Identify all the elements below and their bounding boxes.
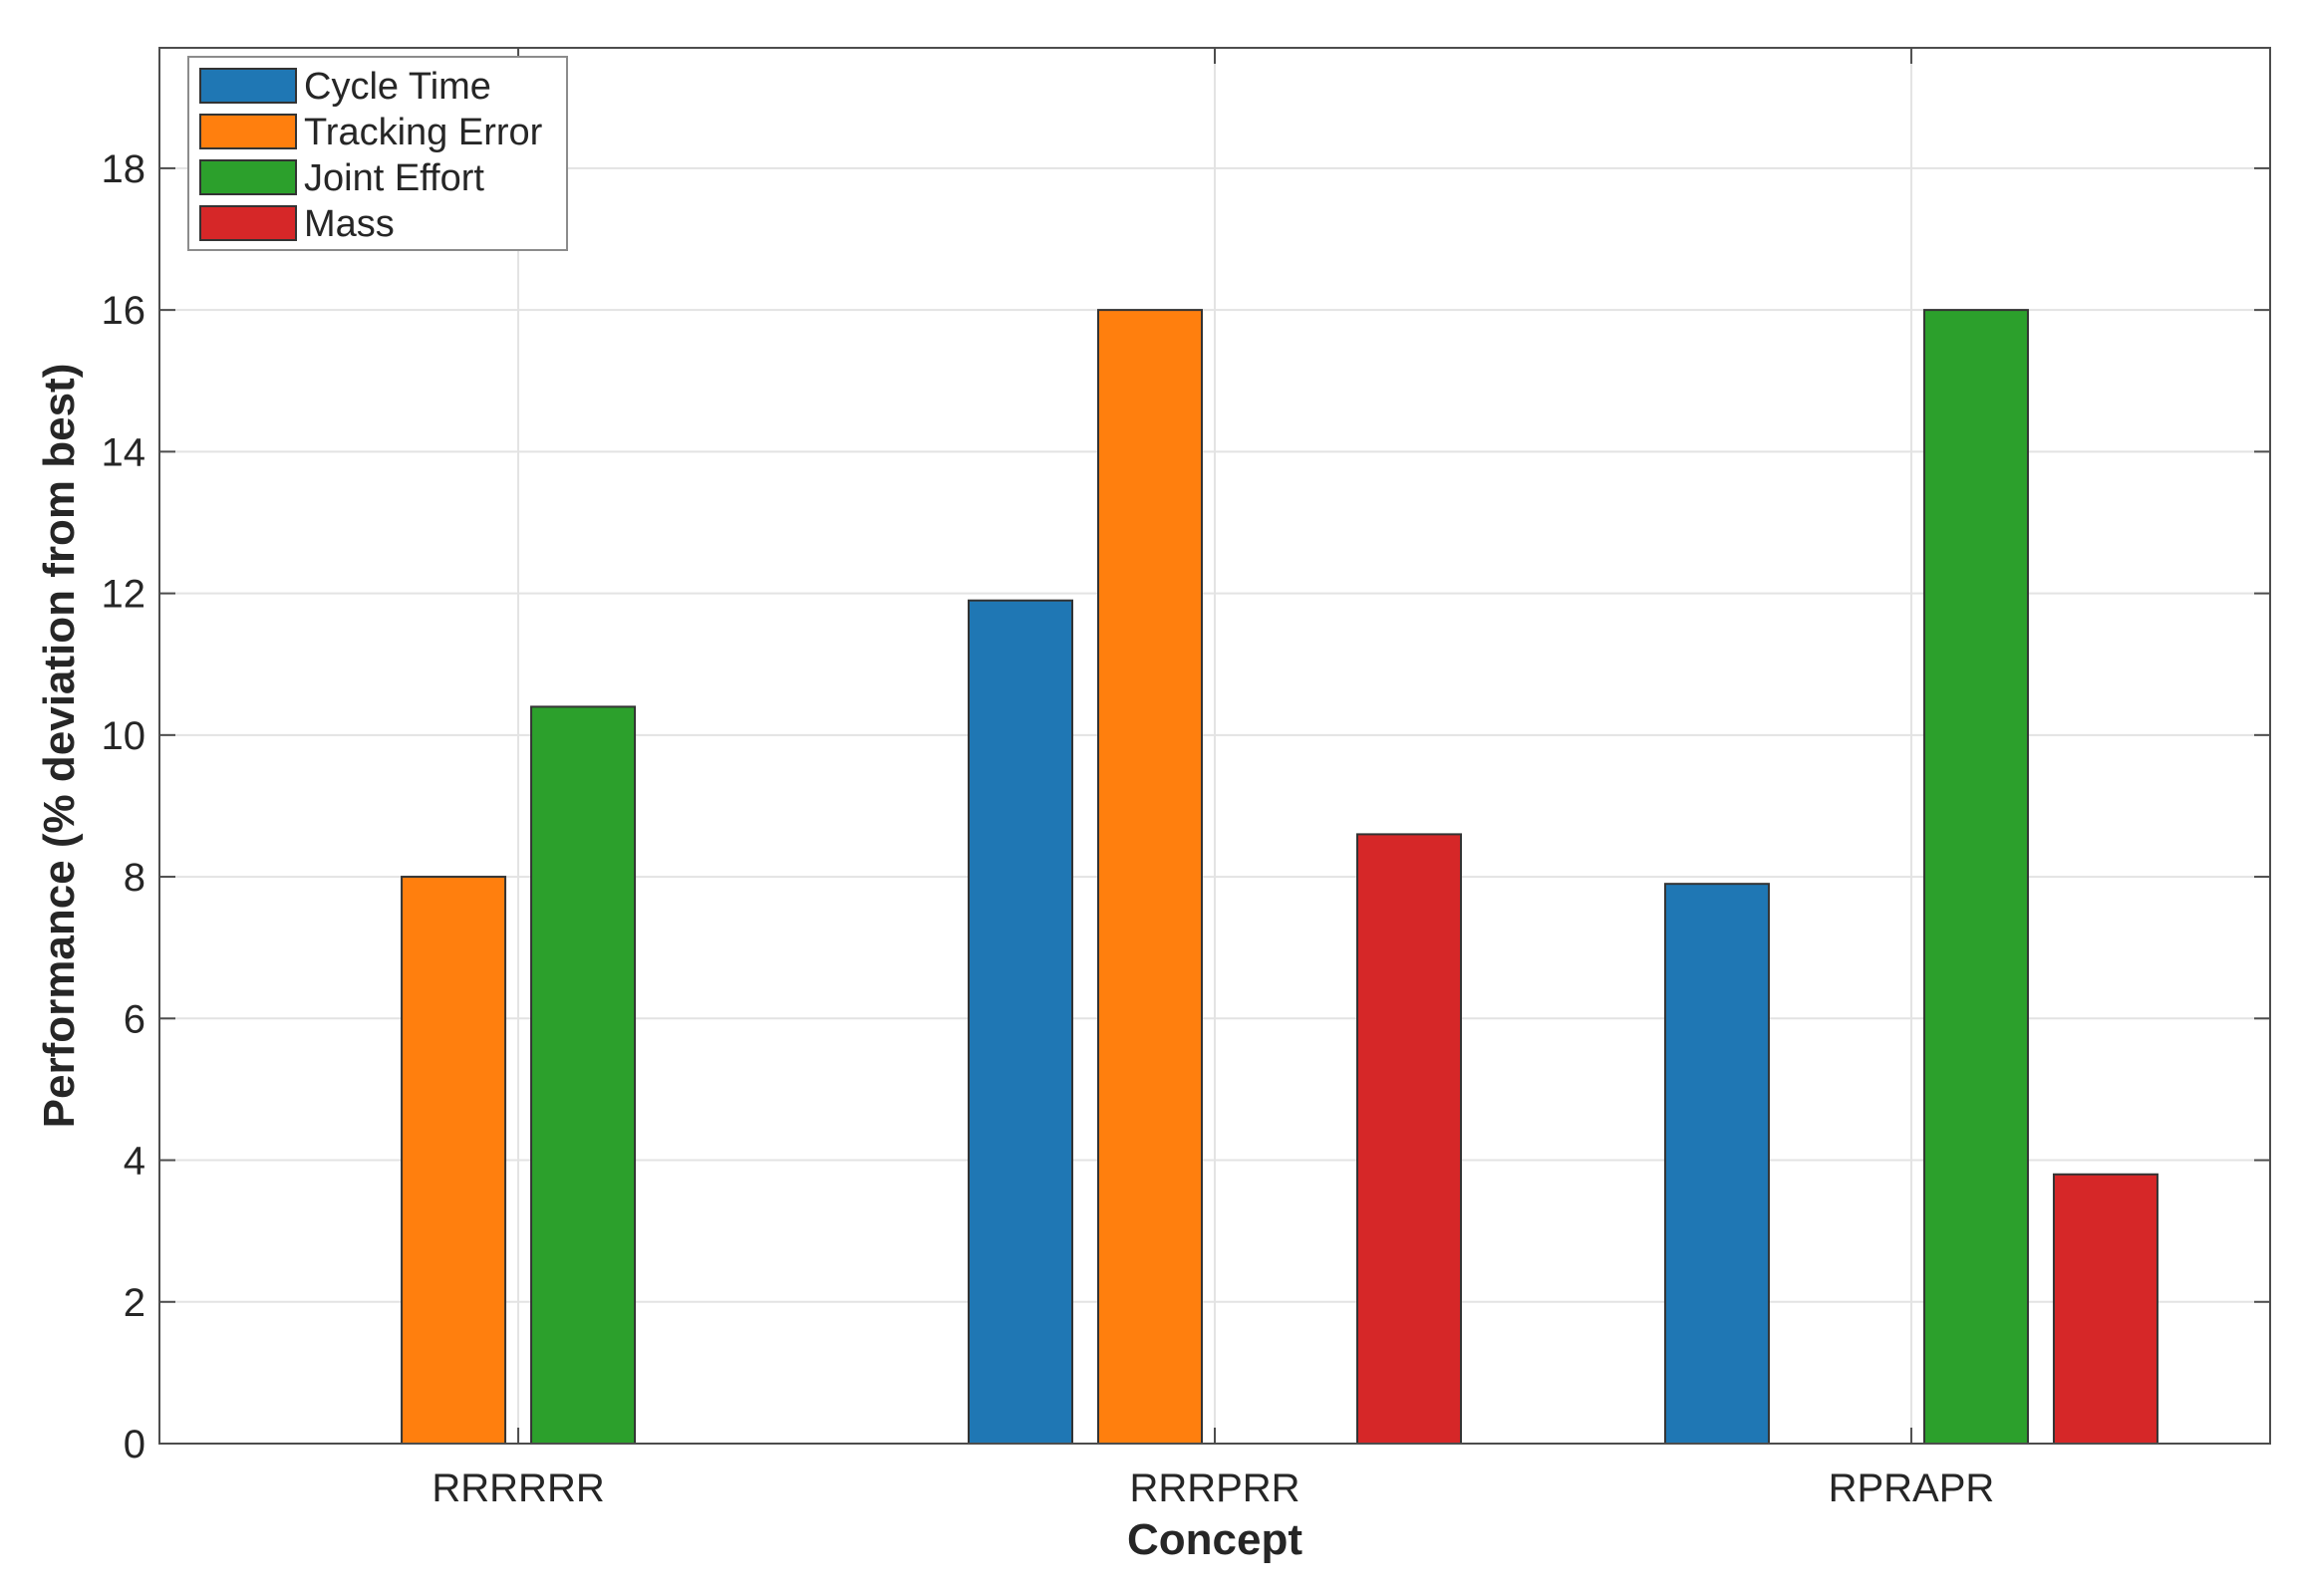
x-tick-label: RRRRRR (432, 1466, 604, 1510)
x-axis-title: Concept (1127, 1515, 1302, 1564)
ticks-layer (159, 48, 2270, 1445)
grid-layer (159, 48, 2270, 1444)
y-tick-label: 2 (124, 1281, 145, 1325)
legend-swatch (199, 205, 297, 241)
y-tick-label: 16 (102, 289, 146, 333)
bar-cycle-time (968, 599, 1073, 1445)
y-tick-label: 0 (124, 1423, 145, 1466)
bar-mass (2052, 1173, 2159, 1445)
legend-swatch (199, 68, 297, 104)
y-tick-label: 14 (102, 430, 146, 474)
bar-joint-effort (530, 705, 637, 1445)
y-tick-label: 12 (102, 573, 146, 617)
x-tick-label: RRRPRR (1129, 1466, 1299, 1510)
bar-joint-effort (1922, 309, 2029, 1446)
y-tick-label: 6 (124, 997, 145, 1041)
bar-mass (1356, 833, 1462, 1445)
bars-layer (401, 309, 2159, 1446)
bar-tracking-error (1097, 309, 1203, 1446)
legend-label: Tracking Error (304, 112, 543, 153)
legend-label: Cycle Time (304, 66, 491, 108)
y-tick-label: 10 (102, 714, 146, 758)
legend-swatch (199, 159, 297, 195)
y-tick-label: 8 (124, 856, 145, 900)
legend-label: Joint Effort (304, 157, 484, 199)
y-axis-title: Performance (% deviation from best) (35, 364, 84, 1129)
legend-label: Mass (304, 203, 395, 245)
x-tick-label: RPRAPR (1829, 1466, 1995, 1510)
bar-tracking-error (401, 876, 507, 1445)
y-tick-label: 18 (102, 147, 146, 191)
y-tick-label: 4 (124, 1140, 145, 1184)
labels-layer: 0 2 4 6 8 10 12 14 16 18 RRRRRR RRRPRR RPRAPR (102, 147, 1995, 1510)
legend-swatch (199, 114, 297, 149)
bar-cycle-time (1663, 883, 1770, 1445)
